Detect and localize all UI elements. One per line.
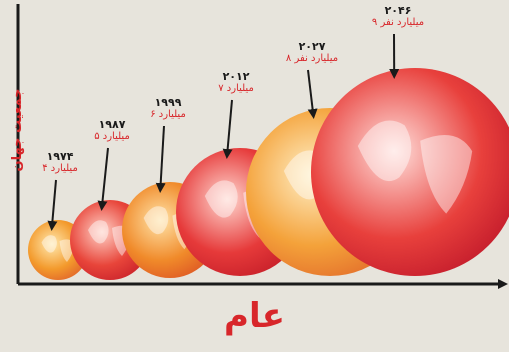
label-arrow-4	[222, 99, 233, 159]
globe-continents-6	[357, 120, 473, 214]
x-axis-arrowhead	[498, 279, 508, 289]
population-label: ۸ ميليارد نفر	[285, 53, 339, 64]
label-arrow-3	[155, 125, 166, 193]
globe-continents-2	[88, 220, 132, 256]
year-label: ۲۰۴۶	[384, 4, 412, 17]
data-label-6: ۲۰۴۶ ۹ ميليارد نفر	[372, 4, 424, 28]
year-label: ۲۰۲۷	[298, 40, 326, 53]
year-label: ۲۰۱۲	[222, 70, 250, 83]
arrows-layer	[47, 33, 400, 231]
y-axis-label: جمعيت جهان	[10, 88, 25, 172]
data-label-3: ۱۹۹۹ ۶ ميليارد	[150, 96, 186, 120]
population-label: ۹ ميليارد نفر	[371, 17, 425, 28]
globes-layer	[28, 68, 509, 280]
year-label: ۱۹۷۴	[46, 150, 74, 163]
data-label-2: ۱۹۸۷ ۵ ميليارد	[94, 118, 130, 142]
label-arrow-1	[47, 179, 58, 231]
data-label-1: ۱۹۷۴ ۴ ميليارد	[42, 150, 78, 174]
label-arrow-2	[97, 147, 109, 211]
data-label-4: ۲۰۱۲ ۷ ميليارد	[218, 70, 254, 94]
globe-6	[311, 68, 509, 276]
label-arrow-5	[307, 69, 318, 119]
year-label: ۱۹۹۹	[154, 96, 182, 109]
population-label: ۷ ميليارد	[218, 83, 254, 94]
data-label-5: ۲۰۲۷ ۸ ميليارد نفر	[286, 40, 338, 64]
population-label: ۵ ميليارد	[94, 131, 130, 142]
population-label: ۴ ميليارد	[42, 163, 78, 174]
x-axis-label: عام	[224, 296, 285, 336]
population-label: ۶ ميليارد	[150, 109, 186, 120]
globe-continents-1	[41, 235, 75, 262]
year-label: ۱۹۸۷	[98, 118, 126, 131]
